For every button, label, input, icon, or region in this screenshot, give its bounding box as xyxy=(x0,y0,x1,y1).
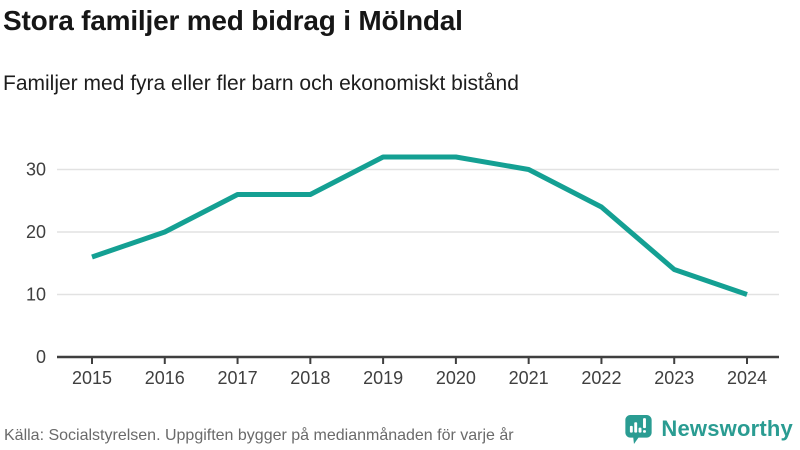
speech-bubble-shape xyxy=(625,414,653,444)
x-tick-label: 2023 xyxy=(654,368,694,388)
brand-logo[interactable]: Newsworthy xyxy=(624,413,793,445)
newsworthy-logo-icon xyxy=(625,414,653,444)
x-tick-label: 2021 xyxy=(509,368,549,388)
y-tick-label: 10 xyxy=(26,285,46,305)
x-tick-label: 2024 xyxy=(727,368,767,388)
x-tick-label: 2020 xyxy=(436,368,476,388)
x-tick-label: 2015 xyxy=(72,368,112,388)
brand-name: Newsworthy xyxy=(661,416,793,441)
y-tick-label: 20 xyxy=(26,222,46,242)
x-tick-label: 2017 xyxy=(218,368,258,388)
bar-chart-glyph xyxy=(630,418,647,433)
y-tick-label: 0 xyxy=(36,347,46,367)
source-note: Källa: Socialstyrelsen. Uppgiften bygger… xyxy=(4,427,514,444)
y-tick-label: 30 xyxy=(26,160,46,180)
x-tick-label: 2016 xyxy=(145,368,185,388)
chart-subtitle: Familjer med fyra eller fler barn och ek… xyxy=(3,72,519,95)
x-tick-label: 2019 xyxy=(363,368,403,388)
x-tick-label: 2018 xyxy=(290,368,330,388)
data-line-series xyxy=(91,154,748,297)
x-tick-label: 2022 xyxy=(581,368,621,388)
page-title: Stora familjer med bidrag i Mölndal xyxy=(3,5,463,36)
